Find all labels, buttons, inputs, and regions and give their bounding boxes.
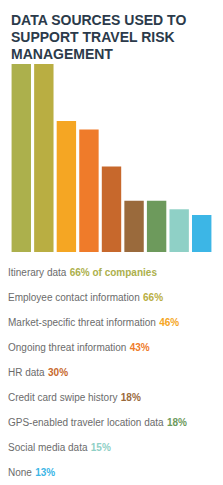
svg-text:MANAGEMENT: MANAGEMENT [11, 46, 113, 62]
svg-text:SUPPORT TRAVEL RISK: SUPPORT TRAVEL RISK [11, 29, 179, 45]
svg-text:GPS-enabled traveler location: GPS-enabled traveler location data [8, 417, 164, 428]
svg-text:18%: 18% [121, 392, 141, 403]
svg-text:HR data: HR data [8, 367, 45, 378]
svg-text:Ongoing threat information: Ongoing threat information [8, 342, 126, 353]
svg-text:13%: 13% [35, 467, 55, 478]
svg-text:None: None [8, 467, 32, 478]
svg-text:Credit card swipe history: Credit card swipe history [8, 392, 117, 403]
svg-text:Social media data: Social media data [8, 442, 88, 453]
svg-text:DATA SOURCES USED TO: DATA SOURCES USED TO [11, 12, 190, 28]
svg-text:Employee contact information: Employee contact information [8, 292, 140, 303]
svg-text:18%: 18% [167, 417, 187, 428]
svg-text:66% of companies: 66% of companies [70, 267, 158, 278]
svg-text:66%: 66% [143, 292, 163, 303]
svg-text:Market-specific threat informa: Market-specific threat information [8, 317, 156, 328]
svg-text:46%: 46% [159, 317, 179, 328]
svg-text:15%: 15% [91, 442, 111, 453]
svg-text:Itinerary data: Itinerary data [8, 267, 67, 278]
svg-text:30%: 30% [48, 367, 68, 378]
svg-text:43%: 43% [130, 342, 150, 353]
